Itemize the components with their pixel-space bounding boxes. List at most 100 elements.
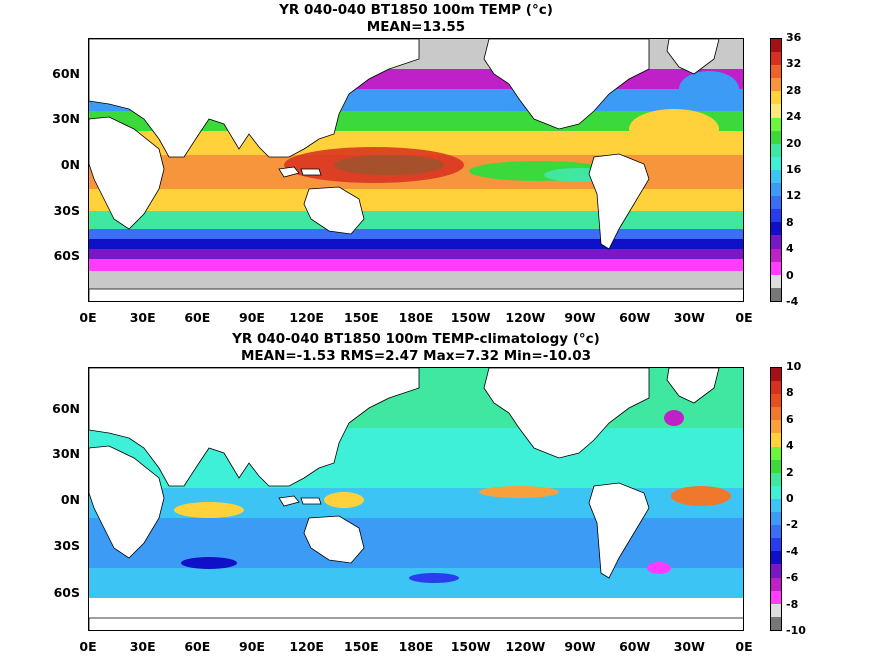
- panel1-colorbar-label: 32: [786, 57, 802, 71]
- colorbar-swatch: [771, 196, 781, 210]
- panel2-colorbar-label: -4: [786, 544, 799, 558]
- panel2-lat-30n: 30N: [52, 446, 80, 461]
- colorbar-swatch: [771, 287, 781, 301]
- panel1-colorbar-label: 36: [786, 31, 802, 44]
- colorbar-swatch: [771, 381, 781, 395]
- panel2-lon-label: 180E: [398, 639, 434, 654]
- panel2-lat-30s: 30S: [53, 538, 80, 553]
- panel1-lat-60n: 60N: [52, 66, 80, 81]
- colorbar-swatch: [771, 433, 781, 447]
- colorbar-swatch: [771, 39, 781, 53]
- colorbar-swatch: [771, 156, 781, 170]
- panel2-lon-label: 60W: [619, 639, 651, 654]
- panel2-colorbar: [770, 367, 782, 631]
- panel1-colorbar-label: 4: [786, 242, 794, 256]
- panel1-lat-30s: 30S: [53, 203, 80, 218]
- colorbar-swatch: [771, 394, 781, 408]
- panel2-lon-label: 0E: [79, 639, 97, 654]
- colorbar-swatch: [771, 183, 781, 197]
- panel1-colorbar-label: 16: [786, 163, 802, 176]
- panel2-lon-label: 120E: [289, 639, 324, 654]
- panel1-mean: MEAN=13.55: [366, 19, 466, 35]
- panel1-colorbar-label: 24: [786, 110, 802, 124]
- panel1-title: YR 040-040 BT1850 100m TEMP (°c): [279, 2, 553, 18]
- colorbar-swatch: [771, 420, 781, 434]
- colorbar-swatch: [771, 274, 781, 288]
- panel1-map: [88, 38, 744, 302]
- panel2-lon-label: 0E: [735, 639, 753, 654]
- panel1-lon-label: 150E: [344, 310, 379, 325]
- colorbar-swatch: [771, 564, 781, 578]
- panel1-lon-label: 150W: [450, 310, 491, 325]
- colorbar-swatch: [771, 538, 781, 552]
- panel1-colorbar-label: 12: [786, 189, 802, 203]
- panel2-map: [88, 367, 744, 631]
- panel1-lat-0n: 0N: [60, 157, 80, 172]
- colorbar-swatch: [771, 209, 781, 223]
- colorbar-swatch: [771, 91, 781, 105]
- panel2-colorbar-label: 2: [786, 465, 794, 479]
- panel1-lon-label: 180E: [398, 310, 434, 325]
- panel1-lon-label: 120E: [289, 310, 324, 325]
- colorbar-swatch: [771, 472, 781, 486]
- panel1-lat-60s: 60S: [53, 248, 80, 263]
- panel2-lon-label: 30W: [673, 639, 705, 654]
- colorbar-swatch: [771, 603, 781, 617]
- panel1-lon-label: 90E: [239, 310, 265, 325]
- colorbar-swatch: [771, 512, 781, 526]
- colorbar-swatch: [771, 261, 781, 275]
- panel2-colorbar-label: 6: [786, 412, 794, 426]
- colorbar-swatch: [771, 407, 781, 421]
- colorbar-swatch: [771, 485, 781, 499]
- colorbar-swatch: [771, 525, 781, 539]
- panel2-lat-60s: 60S: [53, 585, 80, 600]
- colorbar-swatch: [771, 498, 781, 513]
- panel2-lon-label: 60E: [184, 639, 211, 654]
- panel1-lon-label: 30E: [129, 310, 156, 325]
- panel2-colorbar-label: -8: [786, 597, 799, 611]
- panel2-lon-label: 150E: [344, 639, 379, 654]
- panel2-lat-60n: 60N: [52, 401, 80, 416]
- panel1-colorbar: [770, 38, 782, 302]
- panel1-colorbar-label: 20: [786, 136, 802, 150]
- colorbar-swatch: [771, 459, 781, 473]
- colorbar-swatch: [771, 616, 781, 630]
- colorbar-swatch: [771, 590, 781, 604]
- colorbar-swatch: [771, 577, 781, 591]
- panel1-colorbar-label: 28: [786, 83, 802, 97]
- panel2-lon-label: 90E: [239, 639, 265, 654]
- panel1-lon-label: 0E: [79, 310, 97, 325]
- panel1-lon-label: 30W: [673, 310, 705, 325]
- colorbar-swatch: [771, 169, 781, 184]
- panel2-colorbar-label: 8: [786, 386, 794, 400]
- panel2-colorbar-label: 4: [786, 439, 794, 453]
- colorbar-swatch: [771, 52, 781, 66]
- colorbar-swatch: [771, 143, 781, 157]
- panel2-colorbar-label: -10: [786, 624, 806, 637]
- colorbar-swatch: [771, 78, 781, 92]
- colorbar-swatch: [771, 65, 781, 79]
- panel2-colorbar-label: 0: [786, 492, 794, 505]
- panel1-lat-30n: 30N: [52, 111, 80, 126]
- colorbar-swatch: [771, 117, 781, 131]
- panel2-lon-label: 150W: [450, 639, 491, 654]
- panel1-colorbar-label: 8: [786, 215, 794, 229]
- colorbar-swatch: [771, 104, 781, 118]
- colorbar-swatch: [771, 446, 781, 460]
- colorbar-swatch: [771, 222, 781, 236]
- colorbar-swatch: [771, 368, 781, 382]
- panel1-lon-label: 60W: [619, 310, 651, 325]
- panel2-lon-label: 90W: [564, 639, 596, 654]
- panel2-colorbar-label: -2: [786, 518, 799, 532]
- panel1-colorbar-label: 0: [786, 268, 794, 282]
- panel1-lon-label: 120W: [505, 310, 546, 325]
- panel1-lon-label: 0E: [735, 310, 753, 325]
- panel2-title: YR 040-040 BT1850 100m TEMP-climatology …: [232, 331, 600, 347]
- panel2-lat-0n: 0N: [60, 492, 80, 507]
- panel2-lon-label: 120W: [505, 639, 546, 654]
- panel1-lon-label: 90W: [564, 310, 596, 325]
- panel2-colorbar-label: 10: [786, 360, 802, 373]
- colorbar-swatch: [771, 551, 781, 565]
- colorbar-swatch: [771, 235, 781, 249]
- panel2-stats: MEAN=-1.53 RMS=2.47 Max=7.32 Min=-10.03: [240, 348, 592, 364]
